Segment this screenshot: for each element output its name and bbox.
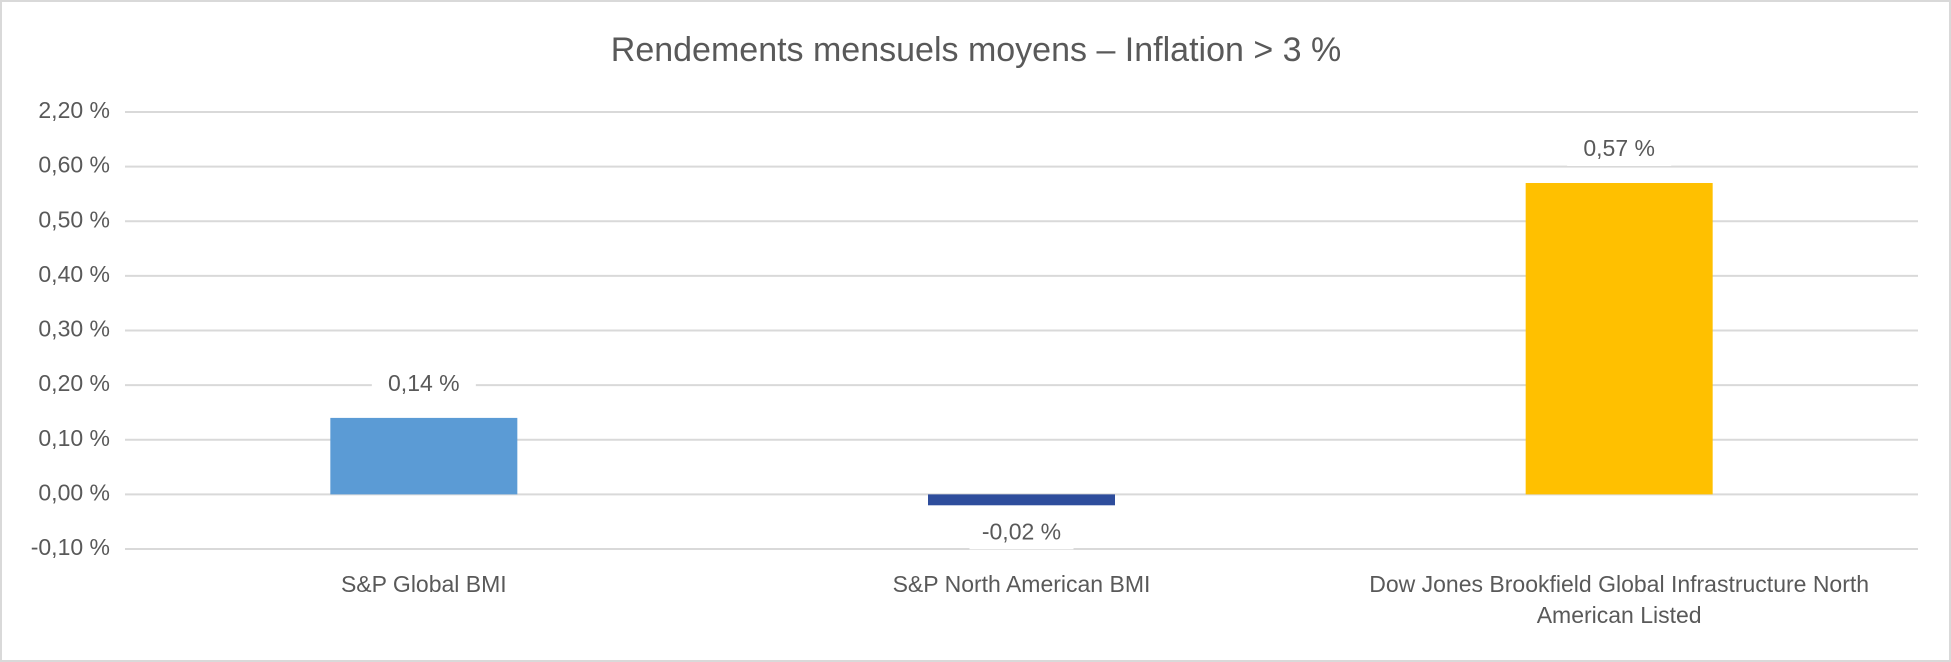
data-label-background <box>1567 134 1672 167</box>
y-tick-label: 0,30 % <box>38 316 110 342</box>
data-label: 0,14 % <box>388 370 460 396</box>
data-label-background <box>969 517 1074 550</box>
chart-title: Rendements mensuels moyens – Inflation >… <box>611 31 1341 69</box>
bar <box>330 417 518 495</box>
y-tick-label: -0,10 % <box>31 534 110 560</box>
y-tick-label: 0,50 % <box>38 206 110 232</box>
data-label: -0,02 % <box>982 518 1061 544</box>
y-tick-label: 0,00 % <box>38 479 110 505</box>
y-tick-label: 2,20 % <box>38 97 110 123</box>
x-tick-label: S&P North American BMI <box>892 571 1151 597</box>
x-tick-label: Dow Jones Brookfield Global Infrastructu… <box>1369 571 1870 628</box>
y-tick-label: 0,40 % <box>38 261 110 287</box>
bar <box>1525 183 1713 495</box>
y-tick-label: 0,10 % <box>38 425 110 451</box>
data-label-background <box>371 368 476 401</box>
bar <box>928 494 1115 506</box>
y-tick-label: 0,60 % <box>38 152 110 178</box>
data-label: 0,57 % <box>1583 135 1655 161</box>
y-tick-label: 0,20 % <box>38 370 110 396</box>
x-tick-label: S&P Global BMI <box>340 571 507 597</box>
